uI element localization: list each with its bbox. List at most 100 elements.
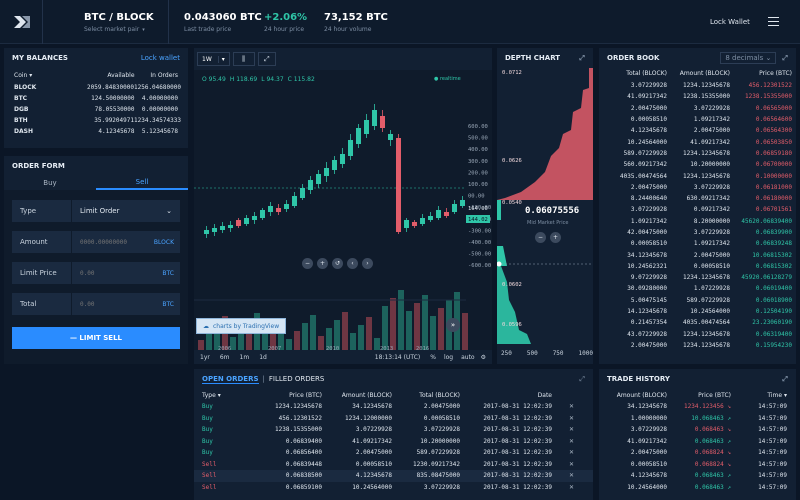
cancel-order-icon[interactable]: ✕ [568, 483, 574, 491]
auto-toggle[interactable]: auto [461, 353, 475, 361]
lock-wallet-link[interactable]: Lock wallet [140, 54, 180, 62]
price-change-label: 24 hour price [264, 26, 305, 33]
order-book-row[interactable]: 2.00475000 3.07229928 0.06181000 [599, 182, 796, 193]
zoom-out-icon[interactable]: − [302, 258, 313, 269]
order-book-row[interactable]: 8.24400640 630.09217342 0.06180000 [599, 193, 796, 204]
tab-open-orders[interactable]: OPEN ORDERS [202, 374, 259, 384]
chevron-down-icon: ▾ [142, 26, 145, 33]
th-price-value: 1234.123456 [684, 403, 724, 411]
coin-column-header[interactable]: Coin ▾ [14, 71, 33, 79]
lock-wallet-button[interactable]: Lock Wallet [710, 18, 750, 26]
ob-price: 0.06564600 [755, 116, 792, 124]
order-book-row[interactable]: 10.24564000 41.09217342 0.06503850 [599, 136, 796, 147]
order-book-row[interactable]: 42.00475000 3.07229928 0.06839900 [599, 227, 796, 238]
interval-select[interactable]: 1W ▾ [197, 52, 230, 66]
ob-total: 4.12345678 [630, 127, 667, 135]
cancel-order-icon[interactable]: ✕ [568, 403, 574, 411]
chart-type-icon[interactable]: ⫼ [232, 52, 255, 66]
th-price-value: 0.068463 [694, 426, 724, 434]
order-book-row[interactable]: 41.09217342 1238.15355000 1238.15355000 [599, 91, 796, 102]
decimals-select[interactable]: 8 decimals ⌄ [720, 52, 777, 64]
order-book-row[interactable]: 9.07229928 1234.12345678 45920.06128279 [599, 272, 796, 283]
log-toggle[interactable]: log [443, 353, 454, 361]
ob-amount: 1234.12345678 [683, 274, 730, 282]
th-time-header[interactable]: Time ▾ [767, 391, 787, 399]
range-1yr[interactable]: 1yr [200, 353, 210, 361]
order-book-row[interactable]: 560.09217342 10.20000000 0.06700000 [599, 159, 796, 170]
order-book-row[interactable]: 5.00475145 589.07229928 0.06018900 [599, 295, 796, 306]
expand-icon[interactable]: ⤢ [782, 374, 788, 383]
depth-chart-panel: DEPTH CHART ⤢ 0.0712 0.0626 0.0540 0.0602 0.0… [497, 48, 593, 364]
open-order-row: Buy 1238.15355000 3.07229928 3.07229928 2017… [194, 424, 593, 436]
volume-bar [366, 317, 372, 350]
trade-history-row: 34.12345678 1234.123456 ↘ 14:57:09 [599, 401, 796, 413]
depth-y-tick: 0.0540 [502, 200, 522, 206]
depth-zoom-out-icon[interactable]: − [535, 232, 546, 243]
candle-body [244, 218, 249, 224]
tab-sell[interactable]: Sell [96, 176, 188, 190]
order-book-row[interactable]: 43.07229928 1234.12345678 0.06319400 [599, 329, 796, 340]
order-type-select[interactable]: Type Limit Order ⌄ [12, 200, 180, 222]
reset-icon[interactable]: ↺ [332, 258, 343, 269]
total-input[interactable] [72, 300, 163, 308]
limit-sell-button[interactable]: — LIMIT SELL [12, 327, 180, 349]
expand-icon[interactable]: ⤢ [579, 53, 585, 62]
ob-price: 0.06018900 [755, 296, 792, 304]
volume-bar [350, 333, 356, 350]
oo-type-header[interactable]: Type ▾ [202, 391, 221, 399]
limit-price-input[interactable] [72, 269, 163, 277]
fullscreen-icon[interactable]: ⤢ [257, 52, 276, 66]
range-6m[interactable]: 6m [219, 353, 230, 361]
order-book-row[interactable]: 2.00475000 3.07229928 0.06565000 [599, 103, 796, 114]
expand-icon[interactable]: ⤢ [579, 374, 585, 383]
oo-type: Buy [202, 403, 213, 411]
price-chart-panel: 1W ▾ ⫼ ⤢ O 95.49 H 118.69 L 94.37 C 115.8… [194, 48, 492, 364]
oo-amount: 34.12345678 [352, 403, 392, 411]
order-book-row[interactable]: 0.00058510 1.09217342 0.06564600 [599, 114, 796, 125]
scroll-right-icon[interactable]: › [362, 258, 373, 269]
cancel-order-icon[interactable]: ✕ [568, 460, 574, 468]
th-price: 0.068824 ↘ [667, 449, 731, 456]
depth-chart[interactable]: 0.0712 0.0626 0.0540 0.0602 0.0596 [497, 68, 593, 344]
balances-title: MY BALANCES [12, 54, 68, 62]
market-pair-selector[interactable]: BTC / BLOCK Select market pair ▾ [84, 12, 154, 33]
order-book-row[interactable]: 0.21457354 4035.00474564 23.23060190 [599, 317, 796, 328]
candle-body [324, 168, 329, 176]
order-book-row[interactable]: 34.12345678 2.00475000 10.06815302 [599, 249, 796, 260]
scroll-to-end-icon[interactable]: » [446, 318, 460, 332]
range-1m[interactable]: 1m [239, 353, 250, 361]
menu-icon[interactable] [768, 17, 779, 26]
order-book-row[interactable]: 1.09217342 8.20000000 45620.06839400 [599, 216, 796, 227]
order-book-row[interactable]: 30.09280000 1.07229928 0.06019400 [599, 283, 796, 294]
tab-filled-orders[interactable]: FILLED ORDERS [268, 375, 325, 383]
cancel-order-icon[interactable]: ✕ [568, 437, 574, 445]
order-book-row[interactable]: 589.07229928 1234.12345678 0.06859180 [599, 148, 796, 159]
ob-price: 0.15954230 [755, 341, 792, 349]
expand-icon[interactable]: ⤢ [782, 53, 788, 62]
zoom-in-icon[interactable]: + [317, 258, 328, 269]
range-1d[interactable]: 1d [259, 353, 267, 361]
order-book-row[interactable]: 14.12345678 10.24564000 0.12504190 [599, 306, 796, 317]
cancel-order-icon[interactable]: ✕ [568, 426, 574, 434]
order-book-row[interactable]: 0.00058510 1.09217342 0.06839248 [599, 238, 796, 249]
order-book-row[interactable]: 3.07229928 0.09217342 0.06701561 [599, 204, 796, 215]
depth-zoom-in-icon[interactable]: + [550, 232, 561, 243]
tradingview-badge[interactable]: ☁ charts by TradingView [196, 318, 287, 334]
order-book-row[interactable]: 3.07229928 1234.12345678 456.12301522 [599, 80, 796, 91]
order-book-row[interactable]: 4.12345678 2.00475000 0.06564300 [599, 125, 796, 136]
cancel-order-icon[interactable]: ✕ [568, 414, 574, 422]
cancel-order-icon[interactable]: ✕ [568, 472, 574, 480]
percent-toggle[interactable]: % [430, 353, 436, 361]
amount-input[interactable] [72, 238, 154, 246]
order-book-row[interactable]: 2.00475000 1234.12345678 0.15954230 [599, 340, 796, 351]
oo-amount: 4.12345678 [355, 472, 392, 480]
tab-buy[interactable]: Buy [43, 179, 57, 187]
order-book-row[interactable]: 4035.00474564 1234.12345678 0.10000000 [599, 170, 796, 181]
scroll-left-icon[interactable]: ‹ [347, 258, 358, 269]
cancel-order-icon[interactable]: ✕ [568, 449, 574, 457]
order-book-row[interactable]: 10.24562321 0.00058510 0.06815302 [599, 261, 796, 272]
ob-amount: 1234.12345678 [683, 330, 730, 338]
oo-date: 2017-08-31 12:02:39 [483, 460, 552, 468]
ob-amount: 1234.12345678 [683, 82, 730, 90]
settings-icon[interactable]: ⚙ [480, 353, 486, 361]
